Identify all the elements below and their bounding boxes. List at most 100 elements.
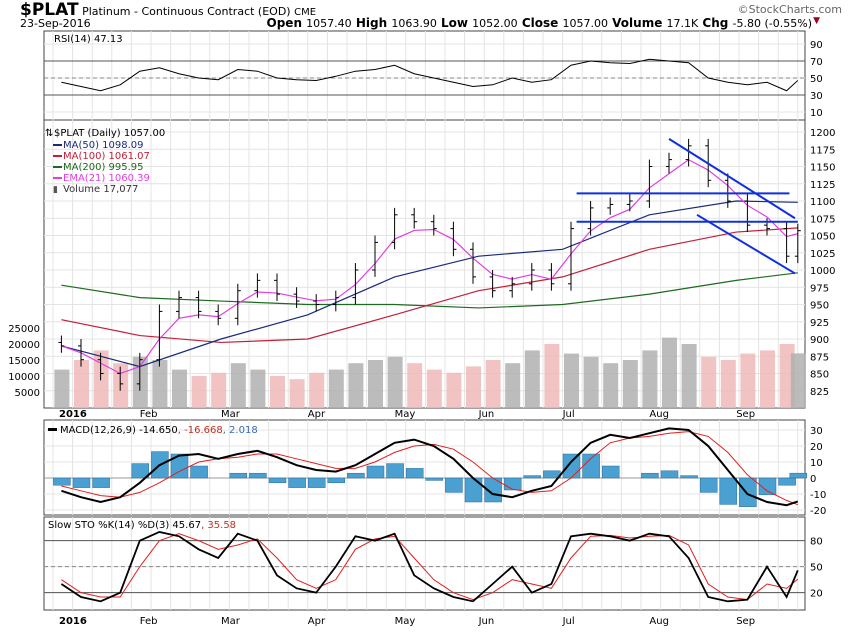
tick-label: 1125 [810,180,835,191]
volume-bar [211,372,227,408]
macd-histogram-bar [92,477,110,488]
tick-label: 50 [810,74,823,85]
month-label: Feb [140,409,158,420]
ohlc-label: Open [266,16,307,30]
ohlc-value: 17.1K [666,17,699,30]
tick-label: 30 [810,91,823,102]
tick-label: 10 [810,458,823,469]
tick-label: 20 [810,442,823,453]
ohlc-label: High [351,16,392,30]
macd-legend-value: MACD(12,26,9) -14.650 [60,425,178,436]
tick-label: 875 [810,352,829,363]
volume-bar [250,369,266,408]
legend-swatch [53,166,62,168]
volume-bar [270,376,285,408]
macd-histogram-bar [601,465,620,479]
volume-bar [74,360,89,408]
volume-bar [740,353,756,408]
legend-swatch [53,177,62,179]
tick-label: 30 [810,426,823,437]
macd-histogram-bar [405,468,424,479]
tick-label: 900 [810,335,829,346]
month-label: Mar [221,409,241,420]
volume-icon: ▮ [53,185,58,195]
ma50-line [61,200,798,368]
volume-bar [368,360,383,408]
tick-label: 0 [810,474,816,485]
month-label: Mar [221,616,241,627]
macd-histogram-bar [445,477,463,493]
volume-bar [191,376,207,408]
volume-bar [348,363,364,408]
volume-bar [642,350,658,408]
volume-tick-label: 20000 [8,340,40,351]
tick-label: -10 [810,490,826,501]
volume-bar [54,369,70,408]
ohlc-value: -5.80 (-0.55%) [732,17,812,30]
legend-swatch [53,155,62,157]
title: $PLAT Platinum - Continuous Contract (EO… [20,0,316,20]
volume-bar [701,356,717,408]
month-label: Jun [478,616,495,627]
macd-histogram-bar [789,472,808,479]
volume-bar [564,353,579,408]
volume-bar [505,363,521,408]
macd-histogram-bar [464,477,483,503]
volume-bar [662,337,677,408]
sto-legend: Slow STO %K(14) %D(3) 45.67, 35.58 [48,520,236,531]
volume-tick-label: 15000 [8,356,40,367]
tick-label: 1075 [810,214,835,225]
macd-histogram-bar [778,477,796,486]
macd-histogram-bar [562,453,581,479]
macd-histogram-bar [739,477,757,508]
macd-histogram-bar [523,475,542,479]
legend-swatch [53,144,62,146]
macd-histogram-bar [660,470,679,479]
legend-swatch [48,428,57,431]
month-label: 2016 [59,616,87,627]
ma200-line [61,272,798,309]
tick-label: 1200 [810,128,835,139]
ohlc-label: Low [436,16,473,30]
volume-bar [289,379,305,408]
macd-histogram-bar [680,475,698,479]
price-legend: $PLAT (Daily) 1057.00 [54,128,165,139]
month-label: Feb [140,616,158,627]
macd-signal-line [61,431,798,506]
volume-bar [446,372,462,408]
ohlc-summary: Open 1057.40 High 1063.90 Low 1052.00 Cl… [267,16,812,30]
volume-tick-label: 5000 [15,388,40,399]
month-label: May [395,616,416,627]
sto_d-legend-value: , 35.58 [201,520,236,531]
volume-bar [583,356,599,408]
ma50-legend: MA(50) 1098.09 [63,140,144,151]
ema21-legend: EMA(21) 1060.39 [63,173,150,184]
volume-legend: Volume 17,077 [63,184,138,195]
volume-bar [544,344,560,408]
ohlc-value: 1052.00 [472,17,518,30]
tick-label: -20 [810,506,826,517]
tick-label: 90 [810,40,823,51]
rsi-line [61,58,799,92]
tick-label: 50 [810,563,823,574]
volume-bar [790,353,806,408]
macd-histogram-bar [425,477,444,481]
sto_k-legend-value: 45.67 [169,520,201,531]
macd-legend: MACD(12,26,9) -14.650, -16.668, 2.018 [60,425,258,436]
macd-histogram-bar [347,472,365,479]
volume-bar [407,363,423,408]
volume-bar [524,350,540,408]
tick-label: 950 [810,301,829,312]
volume-bar [622,360,638,408]
volume-bar [426,369,442,408]
month-label: Apr [308,616,326,627]
volume-tick-label: 10000 [8,372,40,383]
volume-bar [603,363,619,408]
tick-label: 1100 [810,197,835,208]
month-label: Jul [562,409,575,420]
exchange: CME [294,7,317,18]
ohlc-value: 1057.40 [306,17,352,30]
volume-bar [720,360,736,408]
